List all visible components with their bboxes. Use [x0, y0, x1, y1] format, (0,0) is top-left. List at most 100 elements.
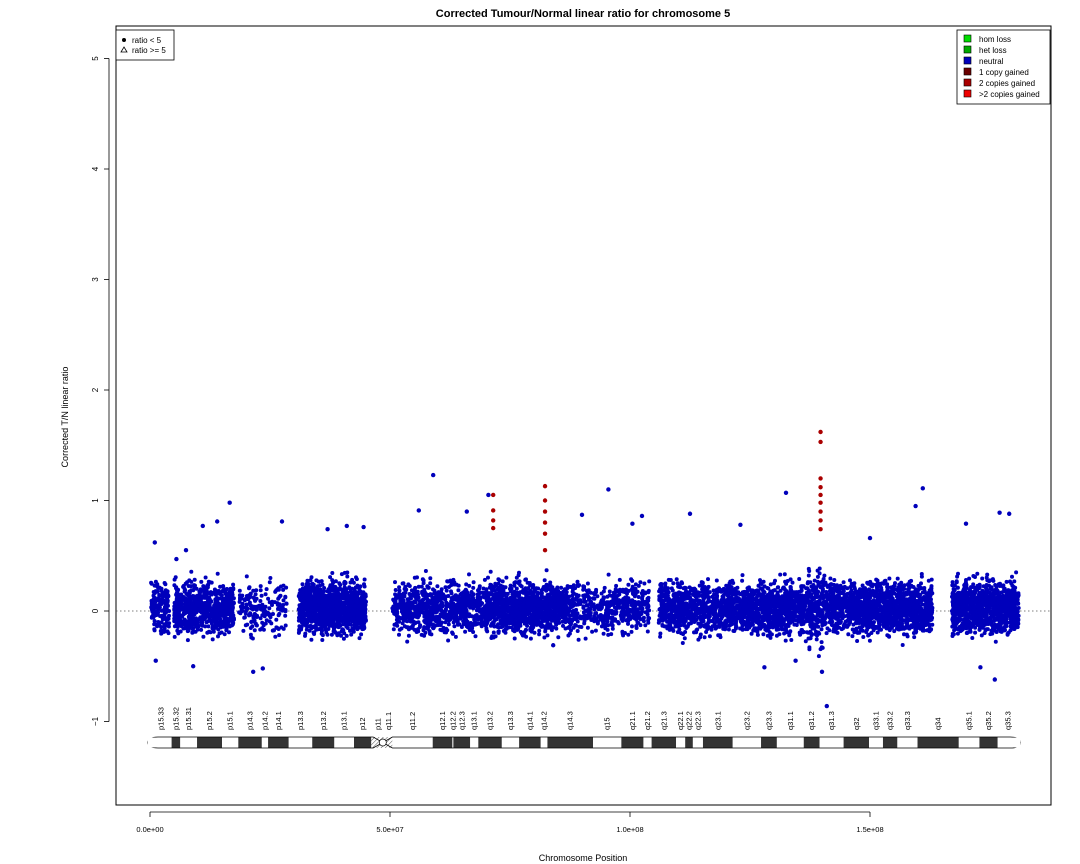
background-point: [496, 622, 501, 627]
background-point: [593, 590, 598, 595]
background-point: [549, 589, 554, 594]
background-point: [297, 609, 302, 614]
background-point: [538, 609, 543, 613]
background-point: [621, 615, 626, 620]
background-point: [220, 599, 225, 604]
background-point: [249, 619, 254, 624]
background-point: [179, 606, 184, 611]
background-point: [547, 617, 552, 621]
background-point: [357, 610, 361, 615]
background-point: [570, 603, 575, 608]
background-point: [511, 628, 516, 633]
background-point: [149, 581, 154, 586]
background-point: [416, 612, 421, 617]
background-point: [408, 625, 413, 630]
background-point-cloud: [149, 566, 1021, 659]
background-point: [323, 622, 328, 627]
background-point: [354, 577, 359, 582]
background-point: [537, 603, 542, 608]
background-point: [319, 579, 324, 584]
background-point: [159, 593, 164, 598]
background-point: [194, 601, 199, 606]
background-point: [423, 630, 428, 635]
background-point: [450, 611, 455, 616]
background-point: [411, 619, 416, 624]
background-point: [174, 586, 179, 591]
background-point: [528, 619, 533, 623]
background-point: [345, 574, 350, 579]
background-point: [430, 598, 435, 603]
background-point: [201, 595, 205, 600]
background-point: [305, 620, 310, 625]
background-point: [357, 585, 362, 590]
background-point: [393, 580, 397, 585]
background-point: [518, 623, 523, 628]
background-point: [322, 599, 327, 604]
background-point: [253, 592, 258, 597]
background-point: [514, 607, 519, 612]
background-point: [528, 636, 533, 641]
background-point: [338, 599, 343, 603]
background-point: [518, 611, 523, 616]
background-point: [218, 625, 223, 630]
y-tick-label: −1: [91, 716, 100, 726]
background-point: [489, 587, 494, 592]
background-point: [231, 582, 236, 587]
background-point: [162, 622, 167, 627]
background-point: [331, 624, 335, 629]
background-point: [645, 605, 650, 610]
background-point: [323, 615, 328, 620]
background-point: [284, 585, 289, 590]
background-point: [574, 623, 578, 628]
background-point: [151, 593, 156, 598]
background-point: [458, 598, 463, 603]
background-point: [222, 632, 227, 637]
background-point: [230, 605, 235, 610]
background-point: [638, 580, 643, 585]
background-point: [523, 621, 528, 626]
background-point: [174, 592, 179, 597]
background-point: [277, 611, 282, 616]
background-point: [152, 627, 157, 632]
background-point: [320, 638, 325, 642]
background-point: [449, 591, 454, 596]
background-point: [218, 584, 223, 589]
background-point: [504, 575, 509, 580]
background-point: [503, 630, 508, 635]
background-point: [629, 577, 634, 582]
background-point: [304, 624, 309, 629]
background-point: [545, 622, 550, 626]
background-point: [221, 584, 226, 589]
background-point: [542, 635, 547, 640]
background-point: [532, 630, 537, 635]
background-point: [326, 627, 331, 631]
background-point: [255, 614, 260, 619]
background-point: [484, 612, 488, 617]
background-point: [439, 602, 443, 607]
background-point: [260, 602, 265, 607]
background-point: [231, 601, 236, 606]
background-point: [151, 600, 156, 604]
background-point: [173, 616, 178, 621]
background-point: [218, 611, 223, 616]
y-tick-label: 3: [91, 277, 100, 282]
background-point: [433, 604, 438, 609]
background-point: [567, 584, 572, 589]
background-point: [556, 595, 561, 600]
background-point: [311, 582, 316, 587]
background-point: [362, 577, 367, 582]
background-point: [172, 600, 177, 605]
background-point: [492, 592, 497, 597]
background-point: [446, 622, 451, 627]
background-point: [400, 581, 405, 586]
background-point: [210, 618, 215, 623]
background-point: [566, 633, 571, 638]
background-point: [452, 580, 457, 585]
background-point: [635, 589, 640, 594]
background-point: [506, 625, 511, 630]
background-point: [425, 626, 430, 631]
background-point: [561, 623, 565, 628]
background-point: [326, 587, 331, 592]
background-point: [248, 611, 253, 616]
background-point: [316, 618, 321, 622]
